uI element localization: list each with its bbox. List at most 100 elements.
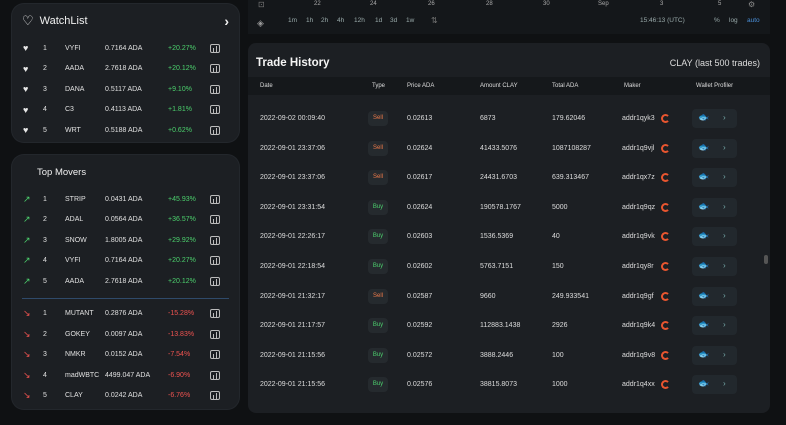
chart-icon[interactable] xyxy=(210,105,220,115)
settings-gear-icon[interactable]: ⚙ xyxy=(748,0,756,9)
table-row[interactable]: 2022-09-01 23:37:06 Sell 0.02624 41433.5076… xyxy=(248,134,770,163)
wallet-profiler-button[interactable]: 🐟 › xyxy=(692,345,737,365)
chart-icon[interactable] xyxy=(210,235,220,245)
list-item[interactable]: ↘ 3 NMKR 0.0152 ADA -7.54% xyxy=(12,345,239,366)
layers-icon[interactable]: ◈ xyxy=(257,18,264,28)
list-item[interactable]: ♥ 3 DANA 0.5117 ADA +9.10% xyxy=(12,79,239,100)
chart-icon[interactable] xyxy=(210,309,220,319)
heart-icon[interactable]: ♥ xyxy=(23,63,29,74)
timeframe-1m[interactable]: 1m xyxy=(288,17,298,24)
chart-icon[interactable] xyxy=(210,194,220,204)
trade-maker[interactable]: addr1q9vk xyxy=(622,233,655,241)
trade-maker[interactable]: addr1qyk3 xyxy=(622,115,655,122)
arrow-up-icon[interactable]: ↗ xyxy=(23,193,31,204)
col-wallet-profiler[interactable]: Wallet Profiler xyxy=(696,83,734,89)
list-item[interactable]: ♥ 5 WRT 0.5188 ADA +0.62% xyxy=(12,120,239,141)
timeframe-1d[interactable]: 1d xyxy=(375,17,383,24)
wallet-profiler-button[interactable]: 🐟 › xyxy=(692,138,737,158)
list-item[interactable]: ↗ 1 STRIP 0.0431 ADA +45.93% xyxy=(12,189,239,210)
timeframe-1w[interactable]: 1w xyxy=(406,17,415,24)
trade-maker[interactable]: addr1q9vjl xyxy=(622,144,655,152)
heart-icon[interactable]: ♥ xyxy=(23,104,29,115)
trade-maker[interactable]: addr1q9v8 xyxy=(622,351,656,359)
drawing-tool-icon[interactable]: ⊡ xyxy=(258,0,265,9)
trade-maker[interactable]: addr1q9k4 xyxy=(622,322,656,330)
timeframe-12h[interactable]: 12h xyxy=(354,17,365,24)
table-row[interactable]: 2022-09-01 21:17:57 Buy 0.02592 112883.1438… xyxy=(248,311,770,340)
watchlist-header[interactable]: ♡ WatchList › xyxy=(12,4,239,38)
table-row[interactable]: 2022-09-01 21:32:17 Sell 0.02587 9660 249.93… xyxy=(248,282,770,311)
trade-maker[interactable]: addr1q9gf xyxy=(622,292,654,300)
arrow-down-icon[interactable]: ↘ xyxy=(23,390,31,401)
list-item[interactable]: ↘ 5 CLAY 0.0242 ADA -6.76% xyxy=(12,386,239,407)
list-item[interactable]: ♥ 4 C3 0.4113 ADA +1.81% xyxy=(12,100,239,121)
list-item[interactable]: ♥ 2 AADA 2.7618 ADA +20.12% xyxy=(12,59,239,80)
col-date[interactable]: Date xyxy=(260,83,273,89)
table-row[interactable]: 2022-09-01 23:37:06 Sell 0.02617 24431.6703… xyxy=(248,163,770,192)
list-item[interactable]: ↗ 4 VYFI 0.7164 ADA +20.27% xyxy=(12,251,239,272)
col-maker[interactable]: Maker xyxy=(624,83,641,89)
percent-toggle[interactable]: % xyxy=(714,17,720,24)
timeframe-2h[interactable]: 2h xyxy=(321,17,329,24)
arrow-up-icon[interactable]: ↗ xyxy=(23,275,31,286)
heart-icon[interactable]: ♥ xyxy=(23,125,29,136)
chart-icon[interactable] xyxy=(210,64,220,74)
col-type[interactable]: Type xyxy=(372,83,386,89)
chart-icon[interactable] xyxy=(210,370,220,380)
arrow-down-icon[interactable]: ↘ xyxy=(23,349,31,360)
trade-maker[interactable]: addr1qy8r xyxy=(622,263,654,270)
col-total[interactable]: Total ADA xyxy=(552,83,579,89)
chart-icon[interactable] xyxy=(210,329,220,339)
wallet-profiler-button[interactable]: 🐟 › xyxy=(692,227,737,247)
chart-icon[interactable] xyxy=(210,350,220,360)
table-row[interactable]: 2022-09-02 00:09:40 Sell 0.02613 6873 179.62… xyxy=(248,104,770,133)
list-item[interactable]: ↗ 3 SNOW 1.8005 ADA +29.92% xyxy=(12,230,239,251)
table-row[interactable]: 2022-09-01 22:18:54 Buy 0.02602 5763.7151 15… xyxy=(248,252,770,281)
list-item[interactable]: ↘ 4 madWBTC 4499.047 ADA -6.90% xyxy=(12,365,239,386)
arrow-down-icon[interactable]: ↘ xyxy=(23,328,31,339)
trade-maker[interactable]: addr1qx7z xyxy=(622,174,655,182)
arrow-down-icon[interactable]: ↘ xyxy=(23,369,31,380)
wallet-profiler-button[interactable]: 🐟 › xyxy=(692,286,737,306)
chart-icon[interactable] xyxy=(210,215,220,225)
list-item[interactable]: ↘ 2 GOKEY 0.0097 ADA -13.83% xyxy=(12,324,239,345)
wallet-profiler-button[interactable]: 🐟 › xyxy=(692,109,737,128)
wallet-profiler-button[interactable]: 🐟 › xyxy=(692,257,737,276)
arrow-up-icon[interactable]: ↗ xyxy=(23,255,31,266)
table-row[interactable]: 2022-09-01 21:15:56 Buy 0.02576 38815.8073 1… xyxy=(248,370,770,399)
auto-toggle[interactable]: auto xyxy=(747,17,760,24)
timeframe-3d[interactable]: 3d xyxy=(390,17,398,24)
chart-icon[interactable] xyxy=(210,125,220,135)
arrow-up-icon[interactable]: ↗ xyxy=(23,214,31,225)
chart-icon[interactable] xyxy=(210,84,220,94)
arrow-up-icon[interactable]: ↗ xyxy=(23,234,31,245)
wallet-profiler-button[interactable]: 🐟 › xyxy=(692,197,737,217)
log-toggle[interactable]: log xyxy=(729,17,738,24)
list-item[interactable]: ♥ 1 VYFI 0.7164 ADA +20.27% xyxy=(12,38,239,59)
heart-icon[interactable]: ♥ xyxy=(23,84,29,95)
chart-icon[interactable] xyxy=(210,256,220,266)
scrollbar-handle[interactable] xyxy=(764,255,768,264)
list-item[interactable]: ↗ 5 AADA 2.7618 ADA +20.12% xyxy=(12,271,239,292)
list-item[interactable]: ↘ 1 MUTANT 0.2876 ADA -15.28% xyxy=(12,304,239,325)
col-price[interactable]: Price ADA xyxy=(407,83,435,89)
list-item[interactable]: ↗ 2 ADAL 0.0564 ADA +36.57% xyxy=(12,210,239,231)
chart-icon[interactable] xyxy=(210,43,220,53)
heart-icon[interactable]: ♥ xyxy=(23,43,29,54)
chevron-right-icon[interactable]: › xyxy=(224,13,229,29)
table-row[interactable]: 2022-09-01 21:15:56 Buy 0.02572 3888.2446 10… xyxy=(248,341,770,370)
wallet-profiler-button[interactable]: 🐟 › xyxy=(692,168,737,188)
trade-maker[interactable]: addr1q4xx xyxy=(622,381,655,389)
col-amount[interactable]: Amount CLAY xyxy=(480,83,518,89)
timeframe-4h[interactable]: 4h xyxy=(337,17,345,24)
trade-maker[interactable]: addr1q9qz xyxy=(622,203,656,211)
chart-icon[interactable] xyxy=(210,276,220,286)
arrow-down-icon[interactable]: ↘ xyxy=(23,308,31,319)
compare-icon[interactable]: ⇅ xyxy=(431,16,438,25)
table-row[interactable]: 2022-09-01 23:31:54 Buy 0.02624 190578.1767… xyxy=(248,193,770,222)
wallet-profiler-button[interactable]: 🐟 › xyxy=(692,375,737,395)
wallet-profiler-button[interactable]: 🐟 › xyxy=(692,316,737,336)
timeframe-1h[interactable]: 1h xyxy=(306,17,314,24)
table-row[interactable]: 2022-09-01 22:26:17 Buy 0.02603 1536.5369 40… xyxy=(248,222,770,251)
chart-icon[interactable] xyxy=(210,391,220,401)
